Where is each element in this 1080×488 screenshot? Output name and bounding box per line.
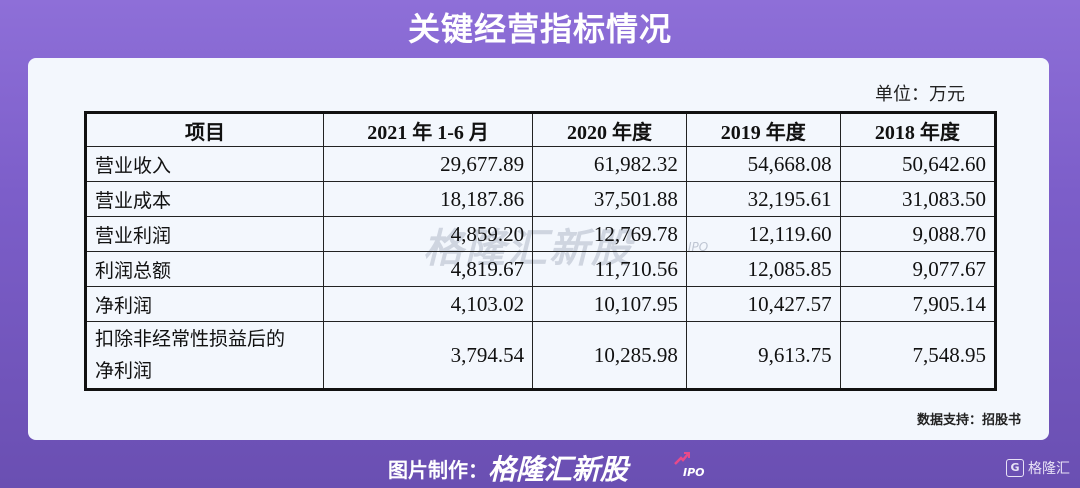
cell-value: 10,427.57 [685, 286, 841, 322]
header-2018: 2018 年度 [839, 112, 997, 147]
cell-value: 9,088.70 [839, 216, 997, 252]
cell-value: 9,613.75 [685, 321, 841, 390]
cell-value: 4,103.02 [322, 286, 534, 322]
header-2021h1: 2021 年 1-6 月 [322, 112, 534, 147]
cell-value: 3,794.54 [322, 321, 534, 390]
row-label: 净利润 [85, 286, 324, 322]
cell-value: 50,642.60 [839, 146, 997, 182]
cell-value: 32,195.61 [685, 181, 841, 217]
cell-value: 29,677.89 [322, 146, 534, 182]
cell-value: 12,769.78 [532, 216, 687, 252]
g-logo-icon: G [1006, 459, 1024, 477]
cell-value: 10,285.98 [532, 321, 687, 390]
table-row: 营业收入 29,677.89 61,982.32 54,668.08 50,64… [85, 146, 997, 182]
row-label: 营业利润 [85, 216, 324, 252]
row-label: 营业收入 [85, 146, 324, 182]
cell-value: 10,107.95 [532, 286, 687, 322]
content-card: 单位：万元 格隆汇新股 IPO 项目 2021 年 1-6 月 2020 年度 … [28, 58, 1049, 440]
table-row: 净利润 4,103.02 10,107.95 10,427.57 7,905.1… [85, 286, 997, 322]
cell-value: 54,668.08 [685, 146, 841, 182]
cell-value: 12,119.60 [685, 216, 841, 252]
row-label-line2: 净利润 [95, 360, 153, 382]
cell-value: 4,859.20 [322, 216, 534, 252]
header-2019: 2019 年度 [685, 112, 841, 147]
table-row: 营业利润 4,859.20 12,769.78 12,119.60 9,088.… [85, 216, 997, 252]
data-source: 数据支持：招股书 [916, 413, 1021, 428]
cell-value: 12,085.85 [685, 251, 841, 287]
row-label: 扣除非经常性损益后的 净利润 [85, 321, 324, 390]
page-title: 关键经营指标情况 [407, 10, 672, 48]
cell-value: 7,548.95 [839, 321, 997, 390]
footer: 图片制作： 格隆汇新股 IPO G 格隆汇 [0, 448, 1080, 488]
row-label-line1: 扣除非经常性损益后的 [95, 328, 286, 350]
unit-label: 单位：万元 [875, 84, 965, 105]
cell-value: 9,077.67 [839, 251, 997, 287]
table-row: 扣除非经常性损益后的 净利润 3,794.54 10,285.98 9,613.… [85, 321, 997, 390]
header-item: 项目 [85, 112, 324, 147]
credit-label: 图片制作： [388, 458, 488, 482]
cell-value: 4,819.67 [322, 251, 534, 287]
arrow-up-icon [674, 452, 690, 465]
header-2020: 2020 年度 [532, 112, 687, 147]
table-header-row: 项目 2021 年 1-6 月 2020 年度 2019 年度 2018 年度 [85, 112, 997, 147]
cell-value: 7,905.14 [839, 286, 997, 322]
cell-value: 18,187.86 [322, 181, 534, 217]
corner-logo-text: 格隆汇 [1028, 461, 1070, 477]
cell-value: 11,710.56 [532, 251, 687, 287]
metrics-table: 项目 2021 年 1-6 月 2020 年度 2019 年度 2018 年度 … [84, 111, 997, 391]
row-label: 营业成本 [85, 181, 324, 217]
cell-value: 31,083.50 [839, 181, 997, 217]
corner-logo: G 格隆汇 [1006, 458, 1070, 478]
table-row: 营业成本 18,187.86 37,501.88 32,195.61 31,08… [85, 181, 997, 217]
row-label: 利润总额 [85, 251, 324, 287]
cell-value: 61,982.32 [532, 146, 687, 182]
table-row: 利润总额 4,819.67 11,710.56 12,085.85 9,077.… [85, 251, 997, 287]
brand-ipo: IPO [683, 466, 705, 479]
brand-logo: 格隆汇新股 [488, 453, 629, 486]
cell-value: 37,501.88 [532, 181, 687, 217]
